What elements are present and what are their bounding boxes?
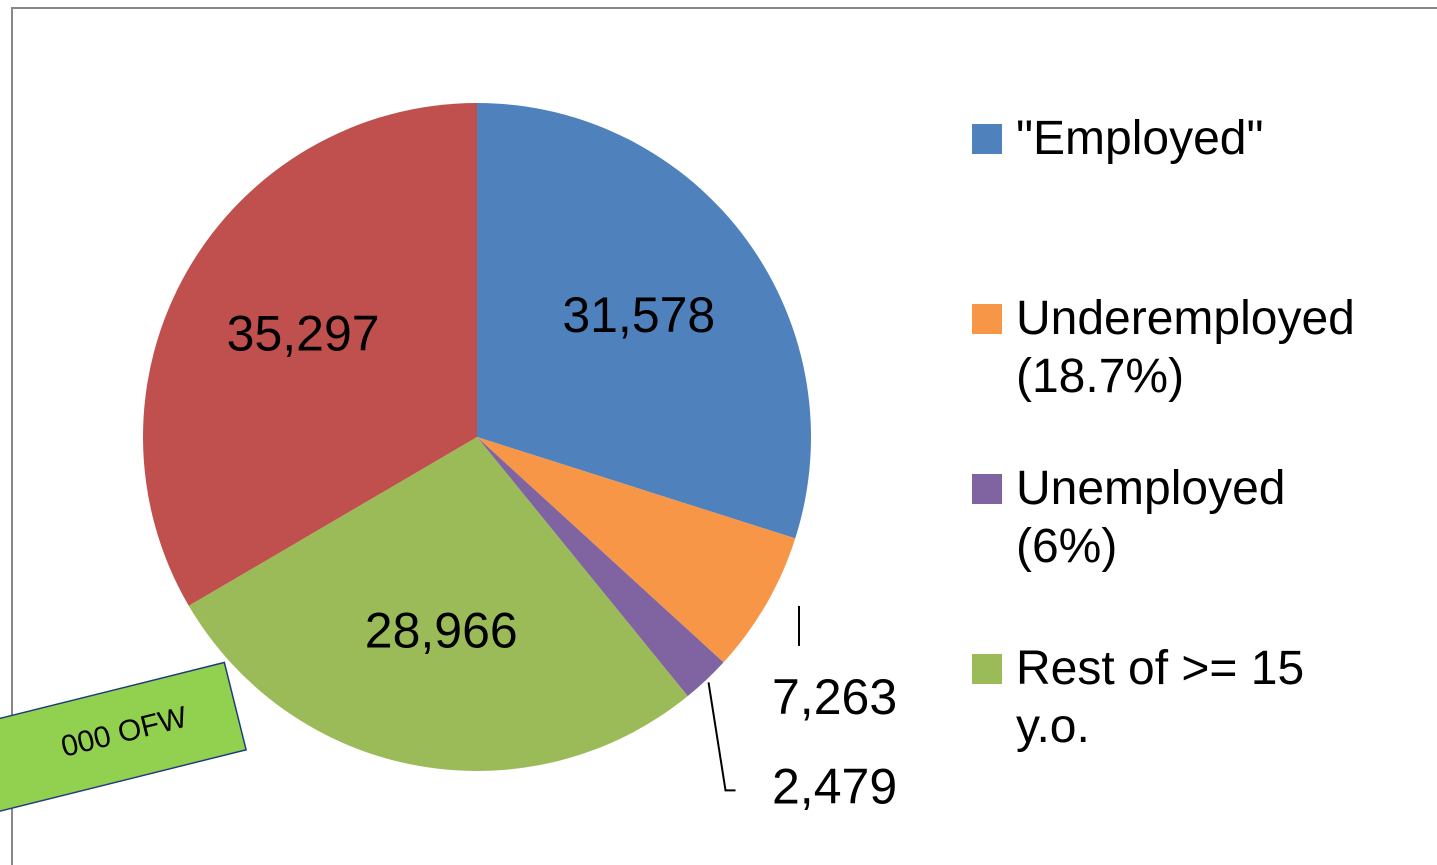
legend-swatch	[972, 474, 1002, 504]
legend-swatch	[972, 124, 1002, 154]
annotation-box	[0, 661, 248, 821]
legend-swatch	[972, 654, 1002, 684]
data-label: 35,297	[227, 306, 380, 362]
legend-label: Rest of >= 15 y.o.	[1016, 642, 1305, 753]
pie-slice	[188, 437, 688, 771]
data-label: 31,578	[562, 287, 715, 343]
annotation: 000 OFW	[0, 661, 248, 821]
data-label: 28,966	[365, 602, 518, 658]
leader-line	[707, 682, 736, 792]
pie-slice	[477, 437, 724, 697]
legend-label: "Employed"	[1016, 112, 1264, 165]
legend-label: Underemployed (18.7%)	[1016, 292, 1355, 403]
pie-slice	[143, 103, 477, 606]
chart-border	[11, 7, 1437, 865]
legend-label: Unemployed (6%)	[1016, 462, 1286, 573]
legend-entry: Unemployed (6%)	[972, 460, 1372, 576]
legend-entry: Rest of >= 15 y.o.	[972, 640, 1372, 756]
data-label: 7,263	[772, 669, 897, 725]
legend-entry: Underemployed (18.7%)	[972, 290, 1372, 406]
legend-entry: "Employed"	[972, 110, 1372, 168]
pie-slice	[477, 437, 796, 663]
legend-swatch	[972, 304, 1002, 334]
data-label: 2,479	[772, 759, 897, 815]
pie-slice	[477, 103, 812, 539]
